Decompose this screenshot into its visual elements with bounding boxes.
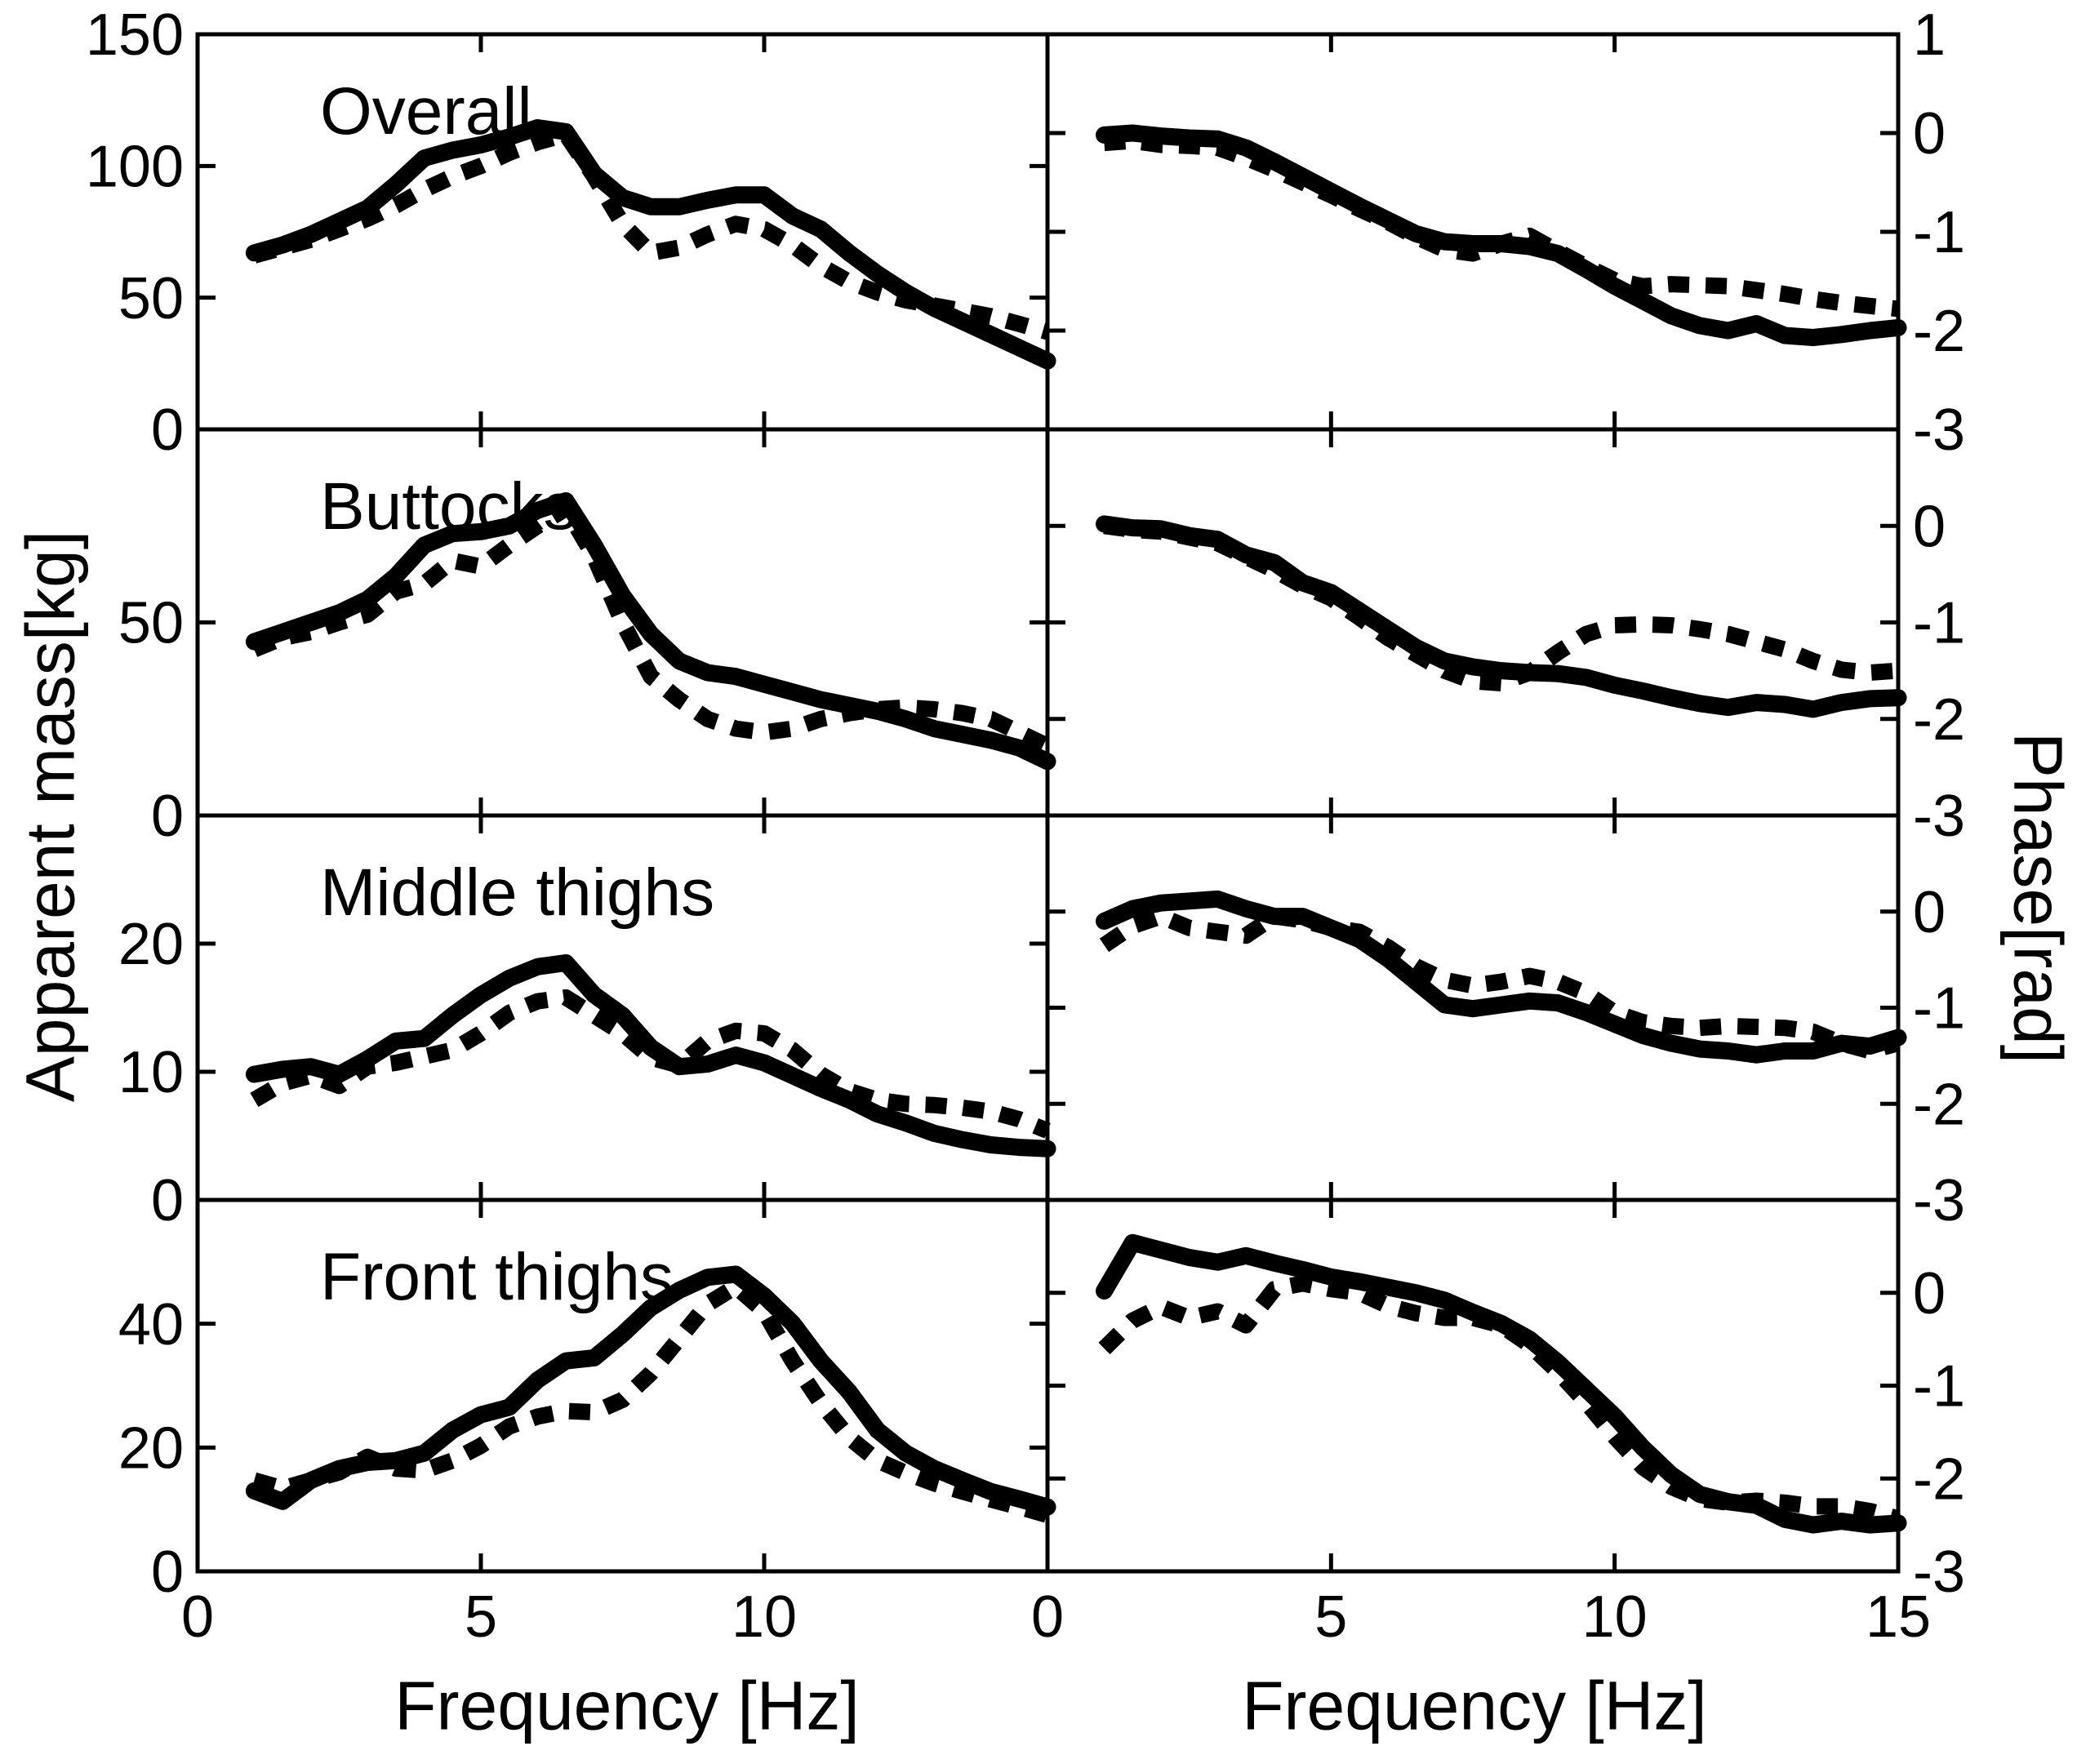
y-tick-label: 0 xyxy=(151,398,184,463)
x-tick-label: 0 xyxy=(1031,1584,1064,1650)
y-tick-label: -2 xyxy=(1913,1446,1965,1512)
y-tick-label: 0 xyxy=(1913,1261,1946,1326)
series-condition-1-solid xyxy=(245,119,1056,370)
x-tick-label: 0 xyxy=(181,1584,214,1650)
y-tick-label: 50 xyxy=(118,591,184,656)
series-condition-2-dotted xyxy=(251,126,1050,340)
y-tick-label: 0 xyxy=(151,1540,184,1605)
y-tick-label: -3 xyxy=(1913,1540,1965,1605)
y-tick-label: -3 xyxy=(1913,398,1965,463)
y-tick-label: -1 xyxy=(1913,976,1965,1042)
y-tick-label: 0 xyxy=(151,1168,184,1233)
x-tick-label: 15 xyxy=(1866,1584,1931,1650)
y-tick-label: 0 xyxy=(1913,101,1946,167)
panel-front-thighs-mass: 0 20 40 Front thighs xyxy=(118,1197,1056,1605)
panel-frame xyxy=(1045,427,1901,818)
series-condition-2-dotted xyxy=(1099,908,1901,1060)
series-condition-1-solid xyxy=(245,492,1056,771)
y-tick-label: 0 xyxy=(1913,494,1946,559)
x-tick-label: 5 xyxy=(465,1584,497,1650)
x-tick-label: 10 xyxy=(732,1584,797,1650)
y-tick-label: -1 xyxy=(1913,200,1965,265)
y-tick-label: -1 xyxy=(1913,591,1965,656)
y-axis-label-left: Apparent mass[kg] xyxy=(11,530,89,1103)
y-tick-label: -1 xyxy=(1913,1354,1965,1420)
series-condition-2-dotted xyxy=(250,989,1051,1139)
x-tick-label: 10 xyxy=(1582,1584,1648,1650)
panel-front-thighs-phase: 0 -1 -2 -3 xyxy=(1045,1197,1965,1605)
x-axis-label-right: Frequency [Hz] xyxy=(1242,1667,1707,1744)
y-tick-label: 20 xyxy=(118,912,184,977)
y-tick-label: -2 xyxy=(1913,299,1965,364)
panel-buttocks-phase: 0 -1 -2 -3 xyxy=(1045,427,1965,849)
y-tick-label: -2 xyxy=(1913,1072,1965,1137)
panel-title: Middle thighs xyxy=(320,855,714,930)
panel-middle-thighs-mass: 0 10 20 Middle thighs xyxy=(118,813,1056,1233)
panel-middle-thighs-phase: 0 -1 -2 -3 xyxy=(1045,813,1965,1233)
panel-frame xyxy=(1045,32,1901,432)
series-condition-2-dotted xyxy=(1103,132,1900,318)
x-axis-label-left: Frequency [Hz] xyxy=(394,1667,860,1744)
series-condition-1-solid xyxy=(1096,890,1907,1064)
y-tick-label: -3 xyxy=(1913,1168,1965,1233)
panel-title: Front thighs xyxy=(320,1240,674,1314)
series-condition-2-dotted xyxy=(251,500,1052,753)
panel-overall-phase: 1 0 -1 -2 -3 xyxy=(1045,2,1965,463)
series-condition-2-dotted xyxy=(1098,1275,1901,1526)
y-tick-label: 0 xyxy=(151,784,184,849)
y-tick-label: 10 xyxy=(118,1040,184,1105)
series-condition-1-solid xyxy=(1096,515,1907,718)
series-condition-2-dotted xyxy=(1103,518,1899,691)
series-condition-1-solid xyxy=(245,1265,1056,1516)
series-condition-1-solid xyxy=(245,954,1056,1157)
y-tick-label: 1 xyxy=(1913,2,1946,68)
y-tick-label: 150 xyxy=(86,2,184,68)
y-tick-label: 40 xyxy=(118,1292,184,1357)
y-tick-label: 100 xyxy=(86,135,184,200)
x-tick-label: 5 xyxy=(1314,1584,1347,1650)
y-tick-label: -2 xyxy=(1913,687,1965,753)
y-tick-label: 0 xyxy=(1913,880,1946,945)
series-condition-1-solid xyxy=(1096,1233,1907,1534)
y-axis-label-right: Phase[rad] xyxy=(1999,731,2077,1064)
y-tick-label: 20 xyxy=(118,1416,184,1482)
y-tick-label: 50 xyxy=(118,266,184,331)
series-condition-2-dotted xyxy=(251,1278,1050,1523)
y-tick-label: -3 xyxy=(1913,784,1965,849)
